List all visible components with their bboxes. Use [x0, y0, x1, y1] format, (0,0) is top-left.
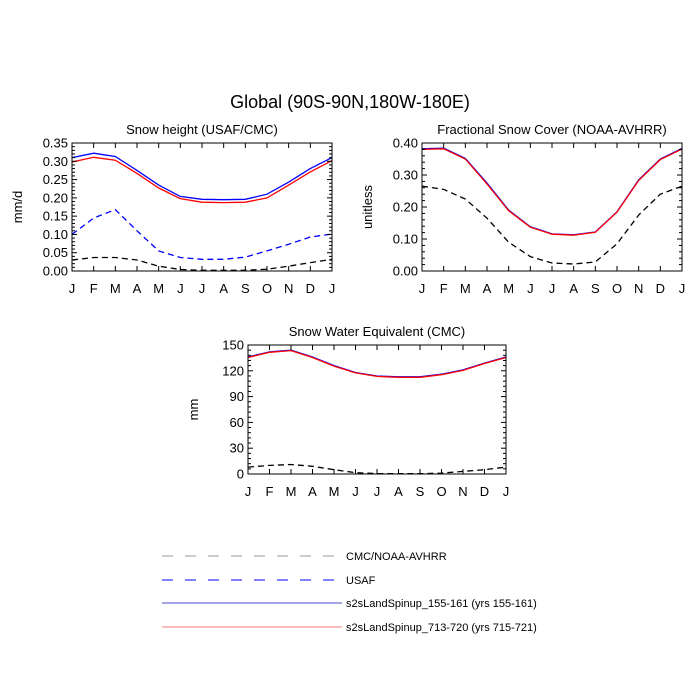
x-tick-label: O: [436, 484, 446, 499]
x-tick-label: J: [679, 281, 686, 296]
chart-fractional-snow-cover: Fractional Snow Cover (NOAA-AVHRR) unitle…: [360, 122, 685, 296]
plot-frame: [247, 344, 507, 475]
x-tick-label: J: [69, 281, 76, 296]
y-tick-label: 0.15: [43, 209, 68, 224]
x-tick-label: A: [483, 281, 492, 296]
x-tick-label: F: [440, 281, 448, 296]
y-tick-label: 0.30: [393, 168, 418, 183]
x-tick-label: J: [419, 281, 426, 296]
x-tick-label: D: [480, 484, 489, 499]
y-tick-label: 0.00: [393, 264, 418, 279]
x-tick-label: A: [308, 484, 317, 499]
y-tick-label: 0.35: [43, 136, 68, 151]
y-tick-label: 0.05: [43, 245, 68, 260]
legend-label: CMC/NOAA-AVHRR: [346, 551, 447, 563]
chart-snow-water-equivalent: Snow Water Equivalent (CMC) mm 0 30 60 90 120 1…: [186, 324, 509, 499]
x-tick-label: J: [177, 281, 184, 296]
x-tick-label: D: [656, 281, 665, 296]
y-tick-label: 60: [230, 415, 244, 430]
chart-snow-height: Snow height (USAF/CMC) mm/d 0.00 0.05 0.10 0.…: [10, 122, 335, 296]
x-tick-label: O: [612, 281, 622, 296]
x-tick-label: O: [262, 281, 272, 296]
x-tick-label: N: [284, 281, 293, 296]
series-line-s2slandspinup-155-161-yrs-155-161-: [71, 152, 333, 201]
y-tick-label: 0.40: [393, 136, 418, 151]
x-tick-label: F: [266, 484, 274, 499]
y-tick-label: 0.10: [43, 227, 68, 242]
y-axis-label: mm/d: [10, 191, 25, 224]
y-tick-label: 0.20: [43, 190, 68, 205]
y-axis-label: mm: [186, 399, 201, 421]
y-tick-label: 0.10: [393, 232, 418, 247]
y-tick-label: 120: [222, 363, 244, 378]
x-tick-label: F: [90, 281, 98, 296]
x-tick-label: M: [329, 484, 340, 499]
series-line-s2slandspinup-713-720-yrs-715-721-: [421, 148, 683, 236]
y-tick-label: 150: [222, 338, 244, 353]
x-tick-label: M: [153, 281, 164, 296]
y-tick-label: 0.00: [43, 264, 68, 279]
y-tick-label: 0.20: [393, 200, 418, 215]
legend-label: USAF: [346, 575, 376, 587]
y-tick-label: 90: [230, 389, 244, 404]
x-tick-label: S: [241, 281, 250, 296]
x-tick-label: N: [458, 484, 467, 499]
plot-frame: [421, 142, 683, 272]
x-tick-label: M: [460, 281, 471, 296]
x-tick-label: J: [503, 484, 510, 499]
series-line-s2slandspinup-155-161-yrs-155-161-: [421, 147, 683, 236]
x-tick-label: S: [416, 484, 425, 499]
y-axis-label: unitless: [360, 184, 375, 229]
x-tick-label: J: [245, 484, 252, 499]
x-tick-label: M: [503, 281, 514, 296]
x-tick-label: J: [199, 281, 206, 296]
legend-label: s2sLandSpinup_155-161 (yrs 155-161): [346, 598, 537, 610]
legend-label: s2sLandSpinup_713-720 (yrs 715-721): [346, 622, 537, 634]
legend: CMC/NOAA-AVHRR USAF s2sLandSpinup_155-161 …: [162, 551, 537, 634]
series-line-usaf: [71, 208, 333, 260]
x-tick-label: D: [306, 281, 315, 296]
series-line-s2slandspinup-713-720-yrs-715-721-: [71, 156, 333, 204]
x-tick-label: A: [394, 484, 403, 499]
y-tick-label: 0: [237, 467, 244, 482]
x-tick-label: A: [133, 281, 142, 296]
x-tick-label: M: [110, 281, 121, 296]
x-tick-label: A: [569, 281, 578, 296]
series-line-s2slandspinup-713-720-yrs-715-721-: [247, 349, 507, 378]
series-line-s2slandspinup-155-161-yrs-155-161-: [247, 349, 507, 378]
plot-frame: [71, 142, 333, 272]
y-tick-label: 30: [230, 441, 244, 456]
x-tick-label: N: [634, 281, 643, 296]
figure-title: Global (90S-90N,180W-180E): [230, 92, 470, 112]
chart-title: Fractional Snow Cover (NOAA-AVHRR): [437, 122, 666, 137]
y-tick-label: 0.25: [43, 172, 68, 187]
chart-title: Snow height (USAF/CMC): [126, 122, 278, 137]
x-tick-label: A: [219, 281, 228, 296]
x-tick-label: J: [374, 484, 381, 499]
x-tick-label: M: [286, 484, 297, 499]
x-tick-label: J: [549, 281, 556, 296]
x-tick-label: J: [352, 484, 359, 499]
x-tick-label: J: [329, 281, 336, 296]
x-tick-label: J: [527, 281, 534, 296]
y-tick-label: 0.30: [43, 154, 68, 169]
chart-title: Snow Water Equivalent (CMC): [289, 324, 466, 339]
x-tick-label: S: [591, 281, 600, 296]
series-line-cmc-noaa-avhrr: [421, 185, 683, 265]
